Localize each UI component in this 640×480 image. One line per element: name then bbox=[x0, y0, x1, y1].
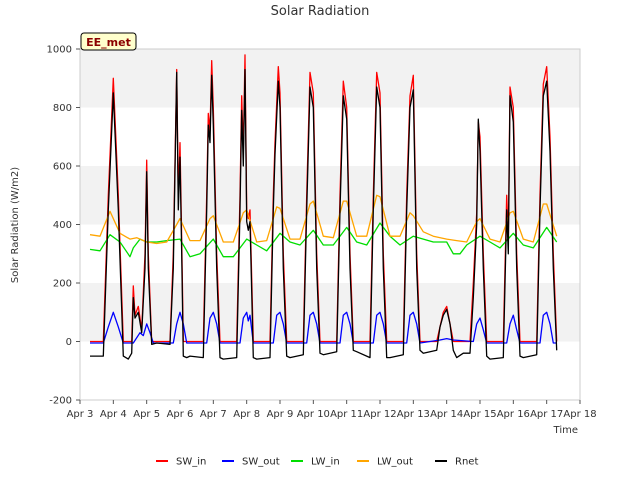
grid-band bbox=[80, 166, 580, 225]
grid-band bbox=[80, 49, 580, 108]
x-tick-label: Apr 11 bbox=[330, 409, 363, 420]
plot-background-bands bbox=[80, 49, 580, 400]
legend-label-lw-out: LW_out bbox=[377, 457, 413, 468]
x-tick-label: Apr 9 bbox=[267, 409, 294, 420]
series-lines bbox=[89, 54, 558, 360]
series-line-rnet bbox=[90, 68, 558, 360]
x-tick-label: Apr 13 bbox=[397, 409, 430, 420]
y-tick-label: 0 bbox=[66, 337, 72, 348]
y-tick-label: 600 bbox=[53, 162, 72, 173]
x-tick-label: Apr 12 bbox=[363, 409, 396, 420]
x-tick-label: Apr 7 bbox=[200, 409, 227, 420]
y-axis-label: Solar Radiation (W/m2) bbox=[10, 167, 21, 283]
x-tick-label: Apr 5 bbox=[133, 409, 160, 420]
y-tick-label: -200 bbox=[49, 396, 72, 407]
y-tick-label: 1000 bbox=[47, 45, 72, 56]
y-tick-label: 200 bbox=[53, 279, 72, 290]
x-tick-label: Apr 17 bbox=[530, 409, 563, 420]
series-line-lw-in bbox=[89, 222, 558, 258]
x-tick-label: Apr 16 bbox=[497, 409, 530, 420]
x-tick-label: Apr 4 bbox=[100, 409, 127, 420]
series-line-lw-out bbox=[89, 194, 558, 245]
x-axis: Apr 3 Apr 4 Apr 5 Apr 6 Apr 7 Apr 8 Apr 9 Apr 1… bbox=[67, 400, 597, 420]
site-badge-label: EE_met bbox=[86, 36, 131, 49]
y-tick-label: 800 bbox=[53, 103, 72, 114]
site-badge: EE_met bbox=[80, 32, 137, 51]
x-tick-label: Apr 8 bbox=[233, 409, 260, 420]
x-tick-label: Apr 6 bbox=[167, 409, 194, 420]
legend-label-sw-in: SW_in bbox=[176, 457, 206, 468]
x-tick-label: Apr 10 bbox=[297, 409, 330, 420]
x-axis-label: Time bbox=[553, 425, 578, 436]
site-badge-box bbox=[80, 32, 137, 51]
y-axis: -200 0 200 400 600 800 1000 bbox=[47, 45, 80, 407]
legend-label-lw-in: LW_in bbox=[311, 457, 340, 468]
grid-band bbox=[80, 283, 580, 342]
x-tick-label: Apr 15 bbox=[463, 409, 496, 420]
x-tick-label: Apr 3 bbox=[67, 409, 94, 420]
chart-title: Solar Radiation bbox=[271, 4, 370, 19]
legend: SW_in SW_out LW_in LW_out Rnet bbox=[156, 457, 478, 468]
legend-label-sw-out: SW_out bbox=[242, 457, 280, 468]
x-tick-label: Apr 18 bbox=[563, 409, 596, 420]
x-tick-label: Apr 14 bbox=[430, 409, 463, 420]
y-tick-label: 400 bbox=[53, 220, 72, 231]
legend-label-rnet: Rnet bbox=[455, 457, 478, 468]
